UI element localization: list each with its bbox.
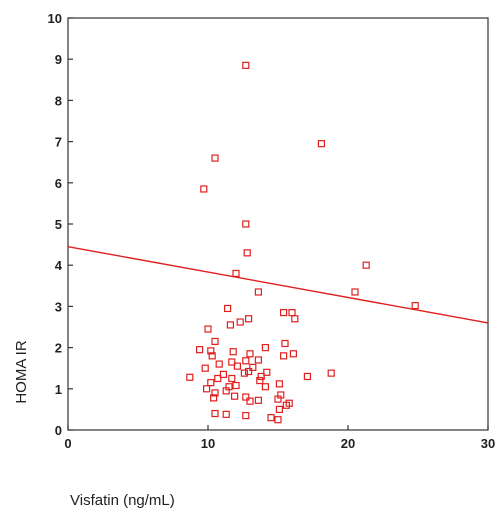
y-tick-label: 7 xyxy=(55,135,62,150)
data-point xyxy=(245,367,253,376)
y-tick-label: 4 xyxy=(55,258,63,273)
data-point xyxy=(226,321,234,329)
data-point xyxy=(317,140,325,148)
y-tick-label: 1 xyxy=(55,382,62,397)
data-point xyxy=(243,249,251,257)
y-tick-label: 8 xyxy=(55,93,62,108)
data-point xyxy=(228,358,236,366)
data-point xyxy=(282,401,290,409)
data-point xyxy=(240,369,248,377)
data-point xyxy=(215,360,223,368)
x-tick-label: 0 xyxy=(64,436,71,451)
data-point xyxy=(201,364,209,372)
data-point xyxy=(231,392,239,400)
data-point xyxy=(210,394,218,402)
y-axis-label: HOMA IR xyxy=(13,340,30,404)
fit-line xyxy=(67,245,489,324)
data-points xyxy=(186,61,419,424)
data-point xyxy=(256,376,264,385)
data-point xyxy=(233,362,241,370)
data-point xyxy=(281,339,289,348)
fit-line-layer xyxy=(67,245,489,324)
data-point xyxy=(207,379,215,387)
data-point xyxy=(204,325,212,333)
data-point xyxy=(211,409,219,418)
y-tick-label: 5 xyxy=(55,217,62,232)
data-point xyxy=(207,347,215,355)
data-point xyxy=(327,369,335,377)
y-tick-label: 9 xyxy=(55,52,62,67)
data-point xyxy=(288,308,296,317)
data-point xyxy=(242,393,250,401)
data-point xyxy=(236,318,244,326)
data-point xyxy=(254,396,262,404)
data-point xyxy=(351,288,359,296)
x-tick-label: 20 xyxy=(341,436,355,451)
data-point xyxy=(224,304,232,313)
data-point xyxy=(232,269,240,278)
data-point xyxy=(222,410,230,418)
data-point xyxy=(289,350,297,358)
data-point xyxy=(196,346,204,354)
data-point xyxy=(242,357,250,365)
data-point xyxy=(280,352,288,360)
data-point xyxy=(362,261,370,269)
data-point xyxy=(246,350,254,358)
data-point xyxy=(303,372,311,381)
data-point xyxy=(274,395,282,403)
data-point xyxy=(261,344,269,352)
data-point xyxy=(254,356,262,364)
data-point xyxy=(203,385,211,393)
data-point xyxy=(275,380,283,388)
data-point xyxy=(211,154,219,162)
data-point xyxy=(261,383,269,391)
y-tick-label: 0 xyxy=(55,423,62,438)
data-point xyxy=(242,411,250,420)
data-point xyxy=(242,220,250,228)
data-point xyxy=(219,370,227,378)
data-point xyxy=(186,373,194,381)
data-point xyxy=(214,374,222,383)
y-tick-label: 10 xyxy=(48,11,62,26)
data-point xyxy=(274,416,282,424)
data-point xyxy=(411,301,419,310)
data-point xyxy=(257,372,265,381)
data-point xyxy=(249,363,257,371)
plot-frame xyxy=(67,17,489,431)
data-point xyxy=(208,352,216,360)
data-point xyxy=(267,414,275,422)
data-point xyxy=(275,405,283,413)
data-point xyxy=(263,368,271,376)
data-point xyxy=(280,308,288,317)
data-point xyxy=(228,374,236,383)
data-point xyxy=(242,61,250,69)
data-point xyxy=(246,397,254,405)
data-point xyxy=(222,387,230,395)
data-point xyxy=(229,348,237,356)
data-point xyxy=(232,381,240,390)
x-tick-label: 30 xyxy=(481,436,495,451)
data-point xyxy=(211,389,219,397)
data-point xyxy=(245,315,253,323)
data-point xyxy=(254,288,262,296)
x-axis-label: Visfatin (ng/mL) xyxy=(70,492,175,509)
data-point xyxy=(291,315,299,323)
x-tick-label: 10 xyxy=(201,436,215,451)
data-point xyxy=(211,337,219,346)
axes xyxy=(67,17,489,431)
y-tick-label: 2 xyxy=(55,341,62,356)
y-tick-label: 6 xyxy=(55,176,62,191)
data-point xyxy=(200,185,208,193)
y-tick-label: 3 xyxy=(55,299,62,314)
axis-ticks: 0 1 2 3 4 5 6 7 8 9 10 0 10 20 30 xyxy=(48,11,496,451)
